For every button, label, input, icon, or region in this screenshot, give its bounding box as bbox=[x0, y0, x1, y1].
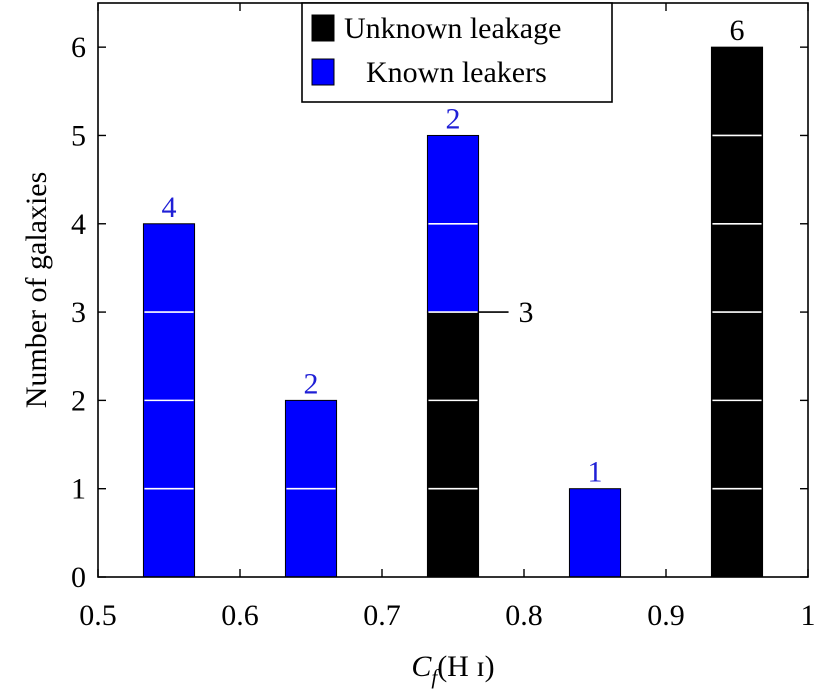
y-tick-label-3: 3 bbox=[71, 296, 86, 329]
y-axis-title: Number of galaxies bbox=[20, 172, 53, 409]
x-tick-label-4: 0.9 bbox=[647, 599, 685, 632]
bar-label-known-leakers-3: 1 bbox=[588, 456, 603, 489]
legend-swatch-known-leakers bbox=[311, 58, 335, 86]
legend-box bbox=[301, 2, 613, 103]
legend-label-unknown-leakage: Unknown leakage bbox=[344, 12, 561, 45]
y-tick-label-6: 6 bbox=[71, 31, 86, 64]
x-tick-label-1: 0.6 bbox=[221, 599, 259, 632]
bar-label-known-leakers-2: 2 bbox=[446, 102, 461, 135]
axis-ticks: 0 1 2 3 4 5 6 0.5 0.6 0.7 0.8 0.9 1 bbox=[71, 3, 816, 632]
gridlines bbox=[144, 134, 762, 490]
x-tick-label-0: 0.5 bbox=[79, 599, 117, 632]
x-axis-title: Cf(H ɪ) bbox=[411, 650, 494, 689]
bar-unknown-leakage-2 bbox=[426, 311, 480, 578]
y-tick-label-4: 4 bbox=[71, 208, 86, 241]
bar-label-unknown-leakage-4: 6 bbox=[730, 14, 745, 47]
x-tick-label-3: 0.8 bbox=[505, 599, 543, 632]
y-tick-label-2: 2 bbox=[71, 384, 86, 417]
bar-known-leakers-3 bbox=[568, 488, 622, 578]
legend-label-known-leakers: Known leakers bbox=[366, 56, 547, 89]
bar-value-labels: 4 2 2 3 1 6 bbox=[162, 14, 745, 489]
legend: Unknown leakage Known leakers bbox=[301, 2, 613, 103]
y-tick-label-5: 5 bbox=[71, 119, 86, 152]
y-tick-label-1: 1 bbox=[71, 473, 86, 506]
x-tick-label-2: 0.7 bbox=[363, 599, 401, 632]
x-axis-title-suffix: (H ɪ) bbox=[437, 650, 494, 683]
legend-swatch-unknown-leakage bbox=[311, 14, 335, 42]
x-tick-label-5: 1 bbox=[801, 599, 816, 632]
x-axis-title-subscript: f bbox=[431, 665, 440, 689]
bar-label-known-leakers-1: 2 bbox=[304, 367, 319, 400]
bar-label-unknown-leakage-2: 3 bbox=[519, 296, 534, 329]
x-axis-title-main: C bbox=[411, 650, 432, 683]
y-tick-label-0: 0 bbox=[71, 561, 86, 594]
bar-label-known-leakers-0: 4 bbox=[162, 191, 177, 224]
